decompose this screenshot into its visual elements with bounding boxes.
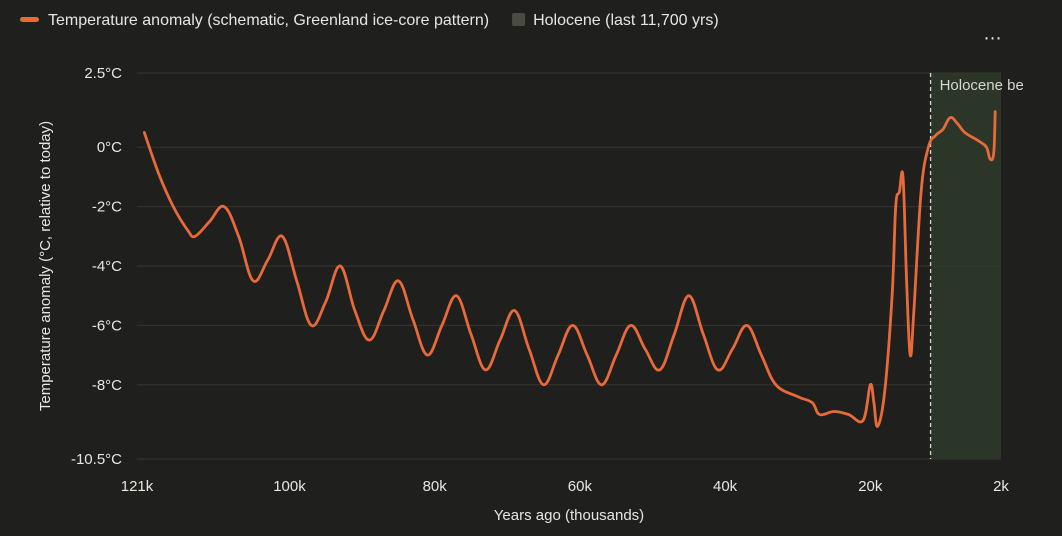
axis-labels: Years ago (thousands) Temperature anomaly… (37, 121, 644, 524)
y-tick-label: 0°C (97, 139, 122, 156)
grid (137, 72, 1001, 460)
x-axis-ticks: 121k 100k 80k 60k 40k 20k 2k (121, 478, 1010, 495)
y-tick-label: 2.5°C (84, 65, 122, 82)
x-tick-label: 80k (423, 478, 448, 495)
legend-label-1[interactable]: Holocene (last 11,700 yrs) (533, 12, 719, 29)
y-axis-ticks: 2.5°C 0°C -2°C -4°C -6°C -8°C -10.5°C (71, 65, 122, 468)
more-options-button[interactable]: ⋯ (983, 28, 1003, 48)
legend-swatch-box (512, 13, 526, 26)
holocene-annotation-label: Holocene begin (940, 77, 1044, 94)
y-tick-label: -6°C (92, 317, 122, 334)
holocene-region-group: Holocene begin (929, 73, 1044, 459)
holocene-shaded-region (930, 73, 1001, 459)
y-tick-label: -2°C (92, 199, 122, 216)
x-tick-label: 100k (273, 478, 306, 495)
legend-label-0[interactable]: Temperature anomaly (schematic, Greenlan… (48, 12, 489, 29)
x-tick-label: 40k (713, 478, 738, 495)
series-line-temperature-anomaly (142, 110, 997, 428)
legend: Temperature anomaly (schematic, Greenlan… (20, 12, 719, 29)
x-axis-label: Years ago (thousands) (494, 507, 644, 524)
x-tick-label: 121k (121, 478, 154, 495)
y-axis-label: Temperature anomaly (°C, relative to tod… (37, 121, 54, 411)
x-tick-label: 20k (858, 478, 883, 495)
y-tick-label: -4°C (92, 258, 122, 275)
x-tick-label: 2k (993, 478, 1009, 495)
y-tick-label: -8°C (92, 377, 122, 394)
x-tick-label: 60k (568, 478, 593, 495)
legend-swatch-line (20, 17, 39, 22)
y-tick-label: -10.5°C (71, 451, 122, 468)
series-lines (142, 110, 997, 428)
